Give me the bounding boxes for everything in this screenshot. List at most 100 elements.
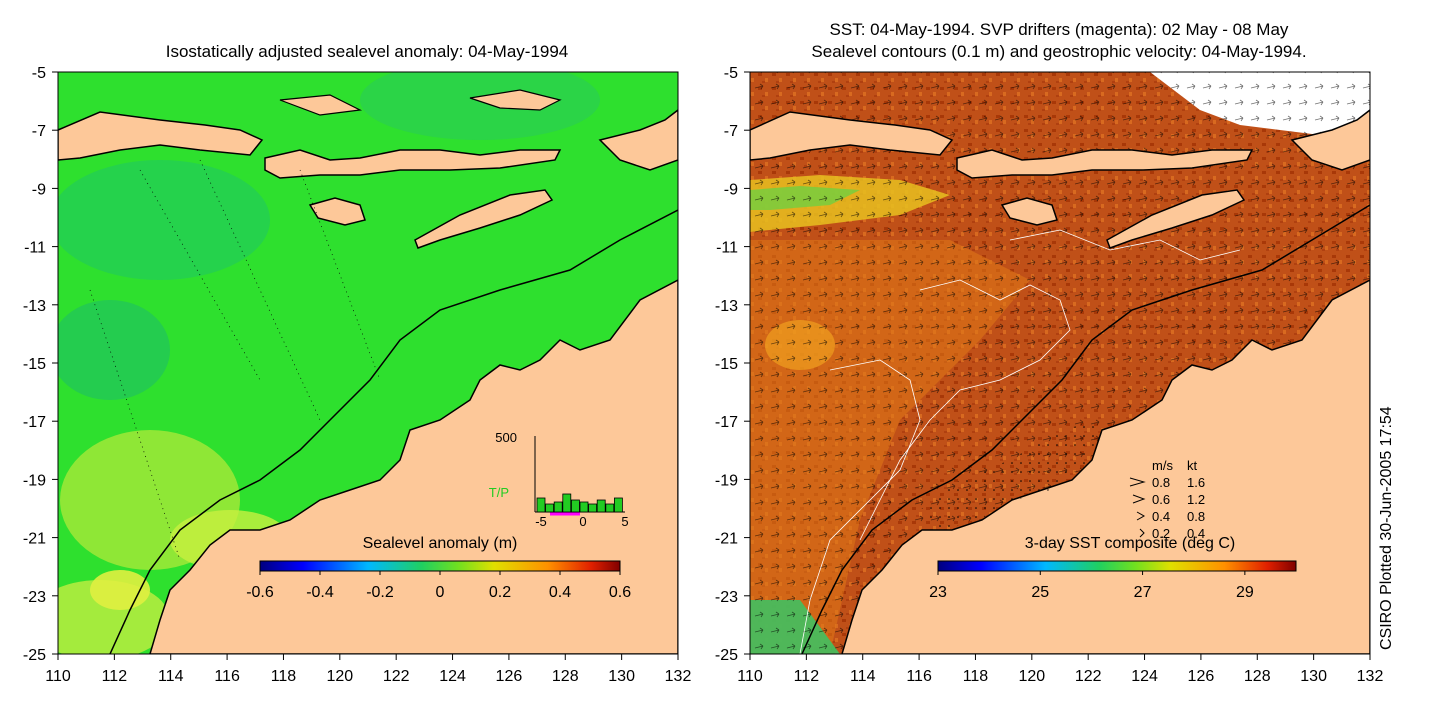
sealevel-contour — [799, 359, 921, 654]
y-tick-label: -11 — [716, 240, 738, 257]
x-tick-label: 116 — [214, 668, 240, 685]
right-colorbar — [937, 560, 1297, 572]
velocity-legend: m/s kt 0.8 1.6 0.6 1.2 0.4 0.8 0.2 0.4 — [1129, 458, 1205, 541]
right-colorbar-label: 3-day SST composite (deg C) — [1025, 535, 1235, 552]
sla-positive-patch — [90, 570, 150, 610]
inset-ymax-label: 500 — [495, 430, 517, 445]
sla-negative-patch — [58, 300, 170, 400]
legend-header-kt: kt — [1187, 458, 1198, 473]
y-tick-label: -13 — [23, 298, 46, 315]
x-tick-label: 116 — [906, 668, 932, 685]
legend-arrow-icon — [1136, 511, 1146, 521]
inset-bar — [553, 501, 563, 513]
y-tick-label: -17 — [23, 414, 46, 431]
x-tick-label: 132 — [665, 668, 692, 685]
x-tick-label: 122 — [383, 668, 410, 685]
legend-kt-value: 0.4 — [1187, 526, 1205, 541]
x-tick-label: 128 — [552, 668, 579, 685]
colorbar-tick-label: 0.2 — [489, 584, 511, 601]
legend-ms-value: 0.6 — [1152, 492, 1170, 507]
legend-kt-value: 1.2 — [1187, 492, 1205, 507]
lesser-sunda-islands-right — [956, 149, 1254, 179]
satellite-track — [89, 159, 381, 561]
left-y-axis: -5 -7 -9 -11 -13 -15 -17 -19 -21 -23 -25 — [23, 65, 58, 664]
x-tick-label: 122 — [1075, 668, 1102, 685]
x-tick-label: 114 — [850, 668, 876, 685]
legend-header-ms: m/s — [1152, 458, 1173, 473]
plot-credit: CSIRO Plotted 30-Jun-2005 17:54 — [1378, 406, 1395, 650]
y-tick-label: -9 — [724, 181, 738, 198]
y-tick-label: -19 — [23, 472, 46, 489]
legend-arrow-icon — [1132, 494, 1146, 504]
y-tick-label: -9 — [32, 181, 46, 198]
colorbar-tick-label: 25 — [1031, 584, 1049, 601]
inset-bar — [545, 503, 554, 513]
left-colorbar — [259, 560, 621, 572]
x-tick-label: 110 — [737, 668, 763, 685]
colorbar-tick-label: 23 — [929, 584, 947, 601]
sealevel-contour — [1009, 229, 1241, 261]
right-title-line2: Sealevel contours (0.1 m) and geostrophi… — [811, 42, 1306, 61]
inset-bar — [614, 497, 623, 513]
northern-islands — [279, 89, 562, 116]
inset-bar — [605, 503, 615, 513]
x-tick-label: 128 — [1244, 668, 1271, 685]
x-tick-label: 112 — [794, 668, 820, 685]
y-tick-label: -5 — [724, 65, 738, 82]
inset-x-tick-label: -5 — [535, 514, 547, 529]
right-title-line1: SST: 04-May-1994. SVP drifters (magenta)… — [830, 20, 1289, 39]
sealevel-contour — [859, 279, 1071, 541]
sla-negative-patch — [360, 72, 600, 140]
y-tick-label: -25 — [715, 647, 738, 664]
inset-bar — [536, 497, 546, 513]
colorbar-tick-label: 0.4 — [549, 584, 571, 601]
x-tick-label: 124 — [1131, 668, 1158, 685]
x-tick-label: 112 — [102, 668, 128, 685]
left-colorbar-label: Sealevel anomaly (m) — [363, 535, 518, 552]
y-tick-label: -11 — [24, 240, 46, 257]
legend-ms-value: 0.8 — [1152, 475, 1170, 490]
y-tick-label: -5 — [32, 65, 46, 82]
left-map-panel: Isostatically adjusted sealevel anomaly:… — [23, 42, 692, 685]
x-tick-label: 120 — [326, 668, 353, 685]
shelf-contour-right — [801, 204, 1370, 654]
colorbar-tick-label: 27 — [1134, 584, 1152, 601]
timor-island — [414, 189, 554, 249]
left-title: Isostatically adjusted sealevel anomaly:… — [166, 42, 569, 61]
y-tick-label: -23 — [715, 589, 738, 606]
right-map-panel: SST: 04-May-1994. SVP drifters (magenta)… — [715, 20, 1384, 685]
y-tick-label: -21 — [23, 531, 46, 548]
colorbar-tick-label: 0.6 — [609, 584, 631, 601]
x-tick-label: 118 — [963, 668, 989, 685]
right-x-axis: 110 112 114 116 118 120 122 124 126 128 130 132 — [737, 654, 1383, 685]
x-tick-label: 130 — [1300, 668, 1327, 685]
inset-bars — [536, 493, 623, 513]
colorbar-tick-label: -0.2 — [366, 584, 394, 601]
y-tick-label: -15 — [23, 356, 46, 373]
y-tick-label: -13 — [715, 298, 738, 315]
y-tick-label: -7 — [32, 123, 46, 140]
inset-bar — [562, 493, 572, 513]
left-colorbar-ticks: -0.6 -0.4 -0.2 0 0.2 0.4 0.6 — [246, 571, 631, 601]
y-tick-label: -19 — [715, 472, 738, 489]
x-tick-label: 124 — [439, 668, 466, 685]
sla-negative-patch — [58, 160, 270, 280]
x-tick-label: 126 — [496, 668, 523, 685]
eastern-islands — [598, 109, 678, 171]
colorbar-tick-label: 0 — [436, 584, 445, 601]
inset-source-label: T/P — [489, 485, 509, 500]
colorbar-tick-label: -0.4 — [306, 584, 334, 601]
x-tick-label: 110 — [45, 668, 71, 685]
inset-x-tick-label: 0 — [579, 514, 586, 529]
inset-x-tick-label: 5 — [621, 514, 628, 529]
legend-arrow-icon — [1129, 477, 1146, 487]
inset-x-ticks: -5 0 5 — [535, 514, 628, 529]
x-tick-label: 120 — [1018, 668, 1045, 685]
y-tick-label: -25 — [23, 647, 46, 664]
x-tick-label: 118 — [271, 668, 297, 685]
sumba-island-right — [1000, 197, 1058, 226]
lesser-sunda-islands — [264, 149, 562, 179]
inset-bar — [588, 503, 597, 513]
right-colorbar-ticks: 23 25 27 29 — [929, 571, 1254, 601]
x-tick-label: 132 — [1357, 668, 1384, 685]
